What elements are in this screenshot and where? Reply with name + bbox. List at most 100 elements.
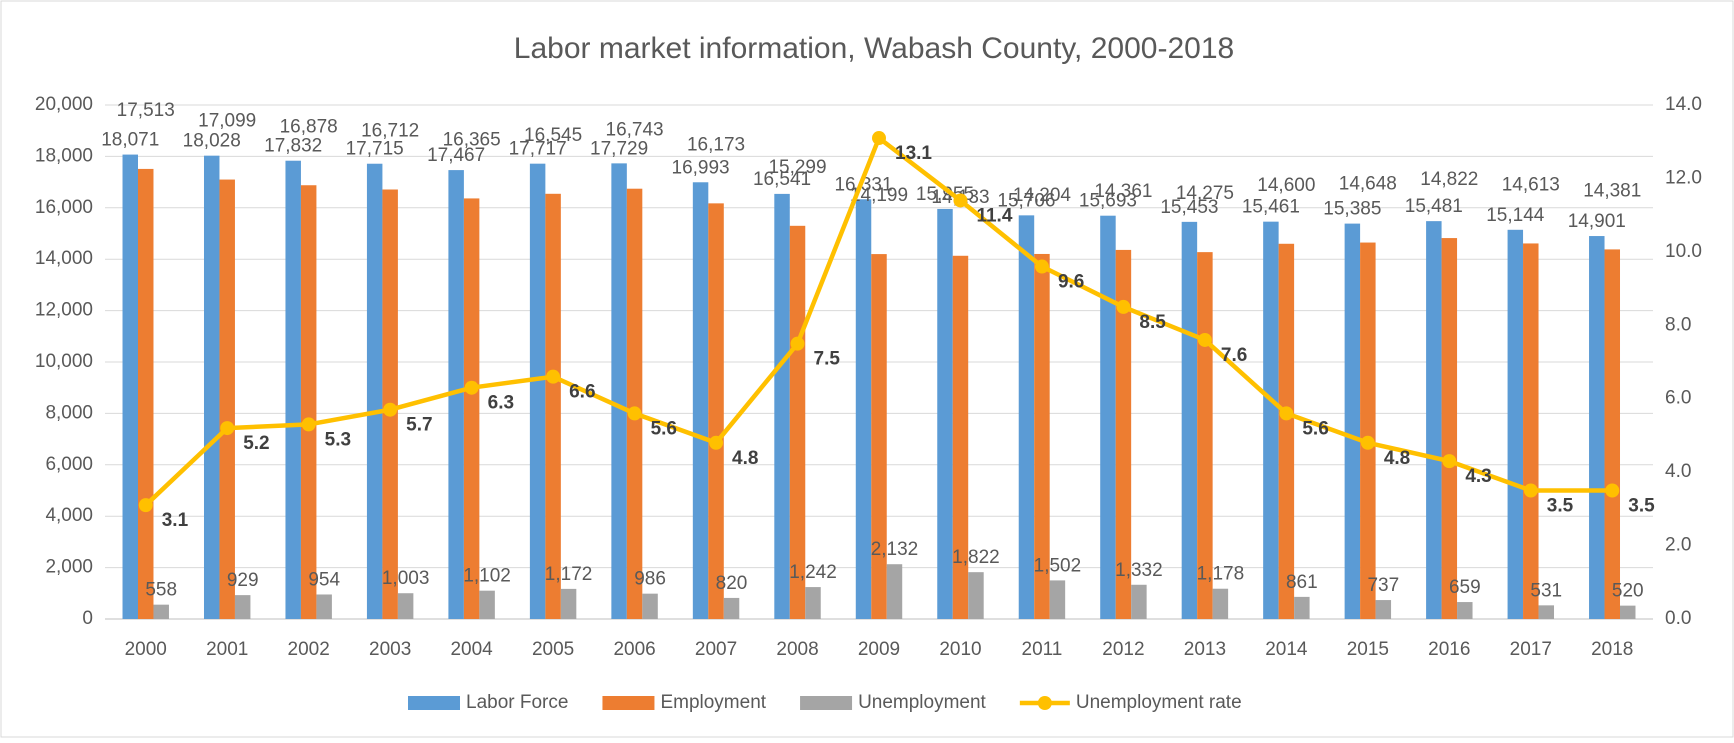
bar xyxy=(871,254,887,619)
bar xyxy=(479,590,495,619)
bar xyxy=(1131,584,1147,619)
data-label: 7.5 xyxy=(814,349,841,370)
line-point xyxy=(790,336,805,351)
y-tick-label: 0 xyxy=(82,608,93,629)
bar xyxy=(1589,236,1605,619)
data-label: 5.2 xyxy=(243,433,269,454)
data-label: 3.1 xyxy=(162,510,189,531)
x-tick-label: 2003 xyxy=(369,639,411,660)
data-label: 6.3 xyxy=(488,393,514,414)
data-label: 2,132 xyxy=(871,539,919,560)
data-label: 14,199 xyxy=(850,185,908,206)
data-label: 16,331 xyxy=(834,174,892,195)
bar xyxy=(1212,588,1229,619)
x-tick-label: 2000 xyxy=(125,639,167,660)
line-point xyxy=(1523,483,1538,498)
line-point xyxy=(1605,483,1620,498)
x-tick-label: 2008 xyxy=(776,639,818,660)
bar xyxy=(805,587,821,619)
bar xyxy=(448,170,464,620)
data-label: 18,071 xyxy=(101,130,159,151)
line-point xyxy=(220,421,235,436)
y-tick-label: 10,000 xyxy=(35,351,93,372)
legend-label: Employment xyxy=(660,692,766,713)
line-point xyxy=(138,498,153,513)
data-label: 861 xyxy=(1286,572,1318,593)
data-label: 14,613 xyxy=(1502,174,1560,195)
data-label: 1,102 xyxy=(463,566,511,587)
y-tick-label: 4,000 xyxy=(45,505,93,526)
line-point xyxy=(383,402,398,417)
bar xyxy=(1181,221,1198,619)
legend-label: Unemployment xyxy=(858,692,986,713)
data-label: 16,545 xyxy=(524,125,582,146)
data-label: 17,729 xyxy=(590,138,648,159)
y2-tick-label: 2.0 xyxy=(1665,535,1691,556)
data-label: 15,693 xyxy=(1079,191,1137,212)
data-label: 531 xyxy=(1530,580,1562,601)
bar xyxy=(1100,215,1116,620)
data-label: 15,385 xyxy=(1323,199,1381,220)
bar xyxy=(886,564,903,619)
data-label: 17,467 xyxy=(427,145,485,166)
line-point xyxy=(546,369,561,384)
data-label: 16,878 xyxy=(280,116,338,137)
data-label: 5.3 xyxy=(325,429,351,450)
chart-title: Labor market information, Wabash County,… xyxy=(514,32,1234,65)
bar xyxy=(203,155,220,619)
x-tick-label: 2018 xyxy=(1591,639,1633,660)
bar xyxy=(1620,605,1636,619)
y-tick-label: 12,000 xyxy=(35,300,93,321)
legend-swatch xyxy=(602,696,655,710)
data-label: 4.3 xyxy=(1465,466,1491,487)
x-tick-label: 2015 xyxy=(1347,639,1389,660)
data-label: 5.6 xyxy=(1302,418,1328,439)
bar xyxy=(774,193,790,619)
bar xyxy=(723,597,740,619)
line-point xyxy=(1279,406,1294,421)
data-label: 9.6 xyxy=(1058,272,1084,293)
data-label: 17,717 xyxy=(509,139,567,160)
data-label: 15,706 xyxy=(997,190,1055,211)
y-tick-label: 16,000 xyxy=(35,197,93,218)
bar xyxy=(1457,602,1473,619)
y-tick-label: 6,000 xyxy=(45,454,93,475)
data-label: 520 xyxy=(1612,581,1644,602)
legend-swatch xyxy=(800,696,853,710)
bar xyxy=(1034,253,1050,619)
data-label: 11.4 xyxy=(976,205,1012,226)
data-label: 16,173 xyxy=(687,134,745,155)
x-tick-label: 2009 xyxy=(858,639,900,660)
x-tick-label: 2016 xyxy=(1428,639,1470,660)
bar xyxy=(611,163,627,620)
bar xyxy=(708,203,724,620)
bar xyxy=(1360,242,1376,620)
bar xyxy=(219,179,235,619)
data-label: 14,204 xyxy=(1013,185,1072,206)
bar xyxy=(1426,221,1442,619)
line-point xyxy=(627,406,642,421)
bar xyxy=(937,208,953,620)
bar xyxy=(692,182,709,619)
data-label: 954 xyxy=(308,569,340,590)
y2-tick-label: 8.0 xyxy=(1665,314,1691,335)
data-label: 659 xyxy=(1449,577,1481,598)
data-label: 1,822 xyxy=(952,547,1000,568)
data-label: 4.8 xyxy=(732,448,758,469)
data-label: 15,481 xyxy=(1405,196,1463,217)
x-tick-label: 2007 xyxy=(695,639,737,660)
data-label: 1,172 xyxy=(545,564,593,585)
data-label: 16,712 xyxy=(361,121,419,142)
data-label: 17,715 xyxy=(346,139,404,160)
y-tick-label: 2,000 xyxy=(45,557,93,578)
y-tick-label: 18,000 xyxy=(35,145,93,166)
y-tick-label: 8,000 xyxy=(45,402,93,423)
data-label: 3.5 xyxy=(1547,496,1574,517)
data-label: 820 xyxy=(716,573,748,594)
x-tick-label: 2011 xyxy=(1022,639,1063,660)
y2-tick-label: 14.0 xyxy=(1665,94,1702,115)
data-label: 13.1 xyxy=(895,143,932,164)
data-label: 14,600 xyxy=(1257,175,1315,196)
y2-tick-label: 10.0 xyxy=(1665,241,1702,262)
bar xyxy=(1441,238,1458,620)
